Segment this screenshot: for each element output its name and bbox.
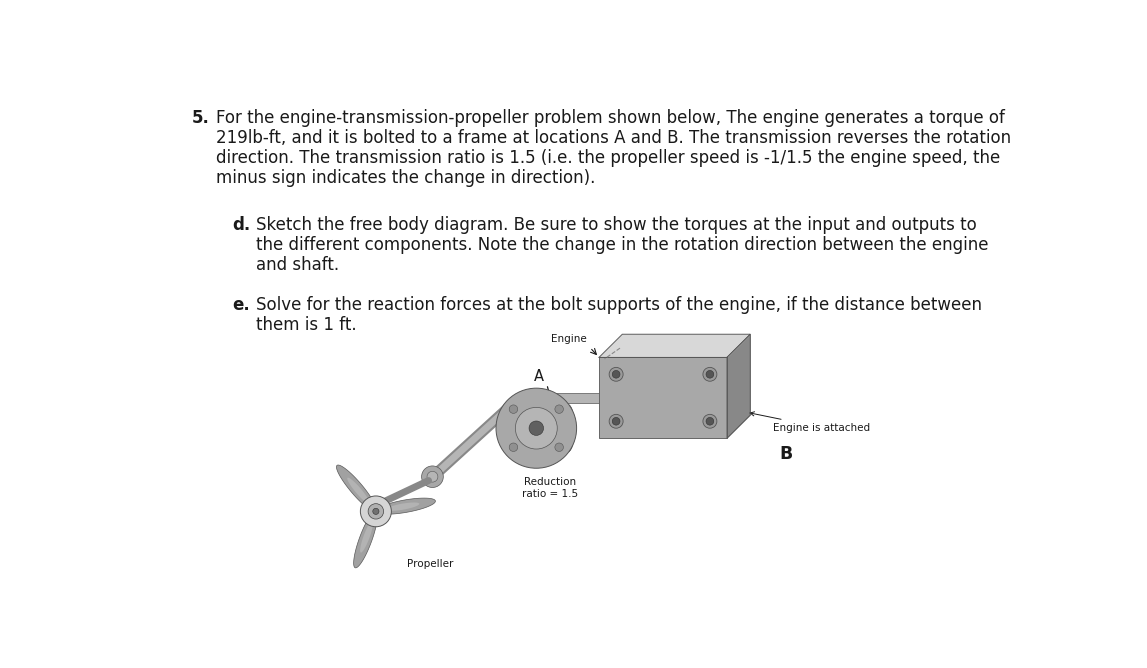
Circle shape <box>703 414 717 428</box>
Bar <box>556 393 599 403</box>
Bar <box>537 405 569 452</box>
Text: Propeller: Propeller <box>407 559 453 569</box>
Text: 219lb-ft, and it is bolted to a frame at locations A and B. The transmission rev: 219lb-ft, and it is bolted to a frame at… <box>217 130 1012 148</box>
Text: the different components. Note the change in the rotation direction between the : the different components. Note the chang… <box>256 236 989 254</box>
Text: and shaft.: and shaft. <box>256 256 338 274</box>
Text: direction. The transmission ratio is 1.5 (i.e. the propeller speed is -1/1.5 the: direction. The transmission ratio is 1.5… <box>217 150 1000 168</box>
Text: them is 1 ft.: them is 1 ft. <box>256 315 357 333</box>
Ellipse shape <box>563 405 575 452</box>
Circle shape <box>703 367 717 381</box>
Text: e.: e. <box>233 296 250 313</box>
Circle shape <box>515 407 557 449</box>
Text: Engine is attached: Engine is attached <box>750 411 871 433</box>
Polygon shape <box>727 334 750 438</box>
Text: A: A <box>533 369 544 384</box>
Text: Sketch the free body diagram. Be sure to show the torques at the input and outpu: Sketch the free body diagram. Be sure to… <box>256 216 976 234</box>
Circle shape <box>612 371 621 378</box>
Polygon shape <box>360 521 373 552</box>
Bar <box>599 357 727 438</box>
Text: Engine: Engine <box>551 333 586 343</box>
Circle shape <box>612 418 621 425</box>
Circle shape <box>555 405 563 413</box>
Polygon shape <box>353 511 377 568</box>
Circle shape <box>373 508 379 514</box>
Circle shape <box>360 496 391 527</box>
Circle shape <box>368 504 383 519</box>
Text: Solve for the reaction forces at the bolt supports of the engine, if the distanc: Solve for the reaction forces at the bol… <box>256 296 982 313</box>
Circle shape <box>529 421 544 436</box>
Polygon shape <box>336 465 376 512</box>
Text: For the engine-transmission-propeller problem shown below, The engine generates : For the engine-transmission-propeller pr… <box>217 110 1005 128</box>
Bar <box>556 424 569 433</box>
Circle shape <box>422 466 443 488</box>
Circle shape <box>509 405 517 413</box>
Text: B: B <box>780 445 793 462</box>
Text: d.: d. <box>233 216 251 234</box>
Circle shape <box>555 443 563 452</box>
Text: minus sign indicates the change in direction).: minus sign indicates the change in direc… <box>217 170 595 188</box>
Circle shape <box>609 414 623 428</box>
Polygon shape <box>387 502 420 511</box>
Polygon shape <box>376 498 436 514</box>
Circle shape <box>427 472 438 482</box>
Polygon shape <box>348 478 369 504</box>
Circle shape <box>707 418 713 425</box>
Circle shape <box>509 443 517 452</box>
Polygon shape <box>599 334 750 357</box>
Text: Reduction
ratio = 1.5: Reduction ratio = 1.5 <box>522 478 578 499</box>
Circle shape <box>496 388 577 468</box>
Circle shape <box>707 371 713 378</box>
Circle shape <box>609 367 623 381</box>
Text: 5.: 5. <box>192 110 209 128</box>
